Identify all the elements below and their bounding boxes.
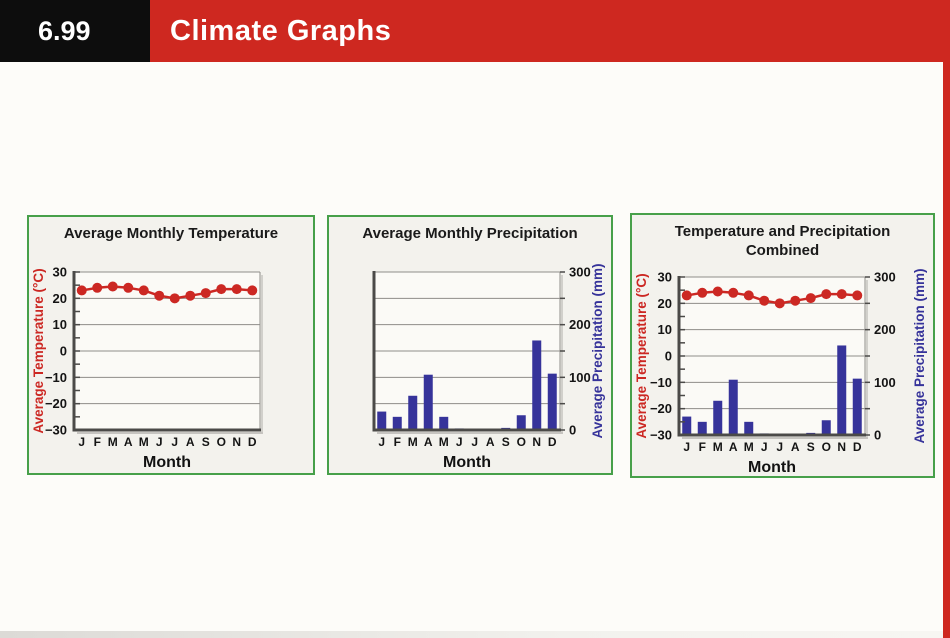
- svg-text:J: J: [683, 440, 690, 454]
- svg-text:0: 0: [60, 344, 67, 359]
- chart-title: Temperature and Precipitation Combined: [632, 215, 933, 260]
- svg-text:M: M: [408, 435, 418, 449]
- svg-text:M: M: [108, 435, 118, 449]
- svg-text:20: 20: [658, 296, 672, 311]
- svg-text:S: S: [807, 440, 815, 454]
- svg-text:N: N: [837, 440, 846, 454]
- lesson-number: 6.99: [38, 15, 91, 46]
- svg-text:D: D: [548, 435, 557, 449]
- svg-text:S: S: [502, 435, 510, 449]
- page-title: Climate Graphs: [170, 14, 392, 47]
- svg-text:Average Temperature (°C): Average Temperature (°C): [634, 273, 649, 438]
- svg-text:Month: Month: [143, 454, 191, 471]
- svg-text:10: 10: [53, 317, 67, 332]
- svg-text:−30: −30: [650, 428, 672, 443]
- svg-text:−20: −20: [45, 396, 67, 411]
- svg-text:Average Precipitation (mm): Average Precipitation (mm): [912, 268, 927, 443]
- svg-text:100: 100: [874, 375, 896, 390]
- svg-text:F: F: [699, 440, 706, 454]
- svg-text:10: 10: [658, 322, 672, 337]
- svg-text:A: A: [729, 440, 738, 454]
- svg-text:−10: −10: [650, 375, 672, 390]
- svg-text:O: O: [517, 435, 526, 449]
- svg-text:D: D: [248, 435, 257, 449]
- svg-text:A: A: [791, 440, 800, 454]
- svg-text:0: 0: [874, 428, 881, 443]
- svg-text:J: J: [776, 440, 783, 454]
- chart-title-line: Temperature and Precipitation: [674, 223, 891, 240]
- svg-text:Month: Month: [748, 459, 796, 476]
- svg-text:A: A: [124, 435, 133, 449]
- lesson-number-box: 6.99: [0, 0, 150, 62]
- svg-text:200: 200: [874, 322, 896, 337]
- svg-text:30: 30: [53, 265, 67, 280]
- svg-text:N: N: [232, 435, 241, 449]
- page-header: 6.99 Climate Graphs: [0, 0, 950, 62]
- svg-text:J: J: [456, 435, 463, 449]
- svg-text:M: M: [713, 440, 723, 454]
- precipitation-chart-panel: Average Monthly Precipitation 300 200 100 0…: [327, 215, 613, 475]
- svg-text:A: A: [424, 435, 433, 449]
- svg-text:−30: −30: [45, 423, 67, 438]
- combined-chart-panel: Temperature and Precipitation Combined 3…: [630, 213, 935, 478]
- svg-text:Average Temperature (°C): Average Temperature (°C): [31, 268, 46, 433]
- svg-text:O: O: [822, 440, 831, 454]
- chart-title-line: Average Monthly Temperature: [63, 225, 279, 242]
- svg-text:S: S: [202, 435, 210, 449]
- chart-title: Average Monthly Precipitation: [329, 217, 611, 243]
- svg-text:J: J: [156, 435, 163, 449]
- svg-text:100: 100: [569, 370, 591, 385]
- svg-text:30: 30: [658, 270, 672, 285]
- svg-text:M: M: [439, 435, 449, 449]
- temperature-chart-panel: Average Monthly Temperature 30 20 10 0 −10 −2…: [27, 215, 315, 475]
- svg-text:M: M: [744, 440, 754, 454]
- svg-text:300: 300: [874, 270, 896, 285]
- page-bottom-shade: [0, 631, 943, 638]
- chart-title-line: Combined: [745, 242, 820, 259]
- svg-text:J: J: [471, 435, 478, 449]
- chart-title-line: Average Monthly Precipitation: [362, 225, 578, 242]
- page-edge-strip: [943, 62, 950, 638]
- svg-text:J: J: [78, 435, 85, 449]
- svg-text:J: J: [171, 435, 178, 449]
- svg-text:A: A: [486, 435, 495, 449]
- svg-text:Average Precipitation (mm): Average Precipitation (mm): [590, 263, 605, 438]
- svg-text:−20: −20: [650, 401, 672, 416]
- svg-text:J: J: [378, 435, 385, 449]
- svg-text:F: F: [394, 435, 401, 449]
- svg-text:D: D: [853, 440, 862, 454]
- chart-title: Average Monthly Temperature: [29, 217, 313, 243]
- svg-text:0: 0: [665, 349, 672, 364]
- title-bar: Climate Graphs: [150, 0, 950, 62]
- svg-text:J: J: [761, 440, 768, 454]
- svg-text:200: 200: [569, 317, 591, 332]
- svg-text:M: M: [139, 435, 149, 449]
- svg-text:20: 20: [53, 291, 67, 306]
- svg-text:0: 0: [569, 423, 576, 438]
- svg-text:Month: Month: [443, 454, 491, 471]
- svg-text:A: A: [186, 435, 195, 449]
- svg-text:O: O: [217, 435, 226, 449]
- svg-text:300: 300: [569, 265, 591, 280]
- svg-text:N: N: [532, 435, 541, 449]
- svg-text:F: F: [94, 435, 101, 449]
- svg-text:−10: −10: [45, 370, 67, 385]
